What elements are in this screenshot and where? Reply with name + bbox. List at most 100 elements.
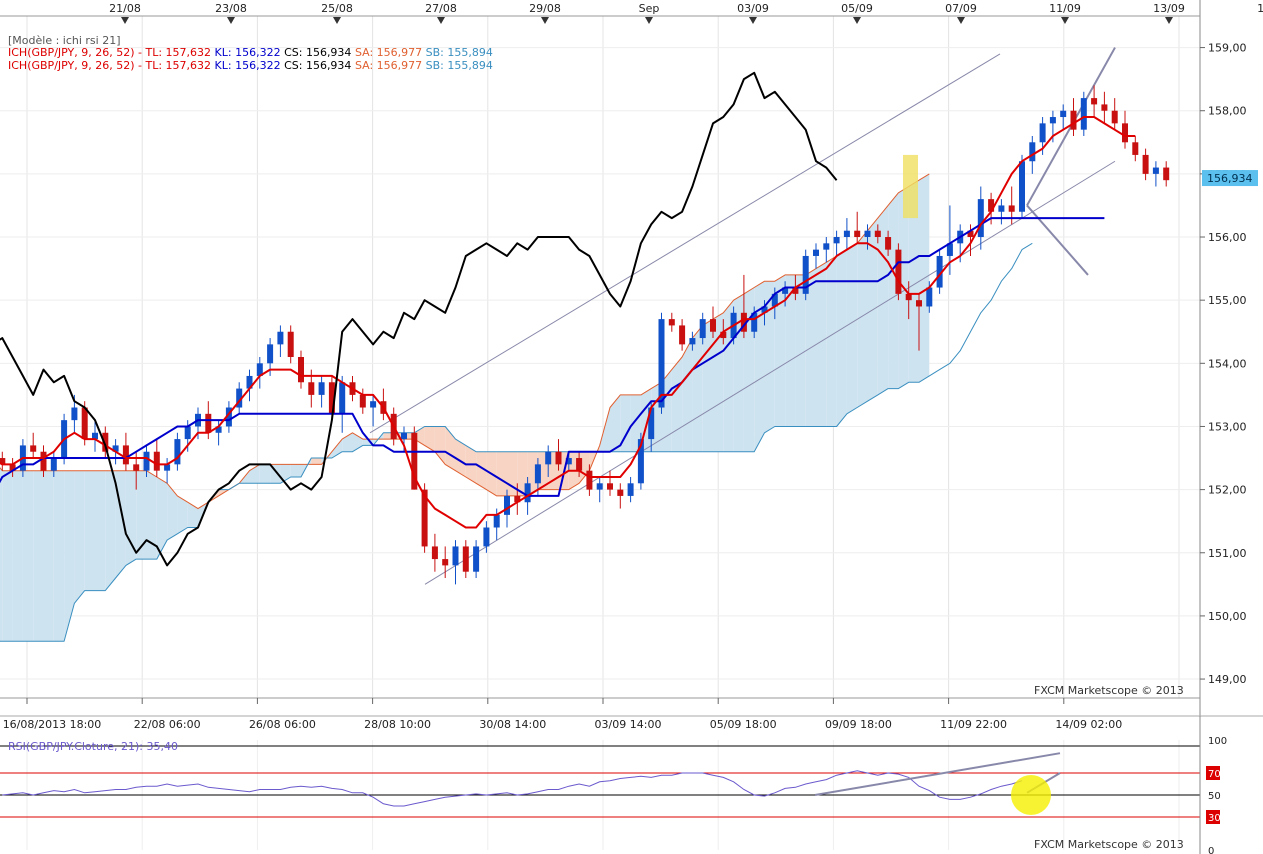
bearish-candle [9, 464, 16, 471]
bearish-candle [431, 546, 438, 560]
kumo-cloud-segment [713, 312, 724, 452]
kumo-cloud-segment [836, 249, 847, 427]
bullish-candle [1060, 110, 1067, 118]
bullish-candle [473, 546, 480, 572]
bullish-candle [936, 255, 943, 288]
bullish-candle [1080, 98, 1087, 130]
bullish-candle [648, 407, 655, 440]
bullish-candle [483, 527, 490, 547]
kumo-cloud-segment [64, 470, 75, 642]
bearish-candle [81, 407, 88, 440]
bottom-time-label: 16/08/2013 18:00 [3, 718, 102, 731]
rsi-panel-bg [0, 716, 1263, 854]
bullish-candle [277, 331, 284, 345]
top-date-marker [853, 17, 861, 24]
top-date-label: 23/08 [215, 2, 247, 15]
bullish-candle [184, 426, 191, 440]
rsi-axis-label: 70 [1208, 769, 1221, 780]
bearish-candle [1132, 142, 1139, 155]
kumo-cloud-segment [743, 287, 755, 452]
kijun-legend-value: KL: 156,322 [214, 46, 281, 59]
bullish-candle [534, 464, 541, 484]
price-axis-label: 151,00 [1208, 547, 1247, 560]
kumo-cloud-segment [610, 394, 621, 452]
top-date-label: 15/09 [1257, 2, 1263, 15]
kumo-cloud-segment [12, 470, 23, 642]
senkou-span-a-line [0, 173, 930, 510]
rsi-line [2, 770, 1023, 807]
bearish-candle [792, 287, 799, 294]
kumo-cloud-segment [702, 319, 713, 452]
chikou-span-line [0, 71, 838, 567]
bullish-candle [267, 344, 274, 364]
price-axis-label: 154,00 [1208, 357, 1247, 370]
projection-down-line [1026, 204, 1089, 276]
kumo-cloud-segment [2, 470, 13, 642]
senkou-span-b-line [0, 242, 1033, 642]
kumo-cloud-segment [301, 458, 312, 477]
top-date-label: 21/08 [109, 2, 141, 15]
tenkan-sen-line [0, 116, 1136, 529]
bearish-candle [607, 483, 613, 490]
kumo-cloud-segment [95, 470, 106, 591]
bullish-candle [596, 483, 603, 490]
bullish-candle [370, 401, 377, 408]
top-date-label: 25/08 [321, 2, 353, 15]
kumo-cloud-segment [146, 470, 157, 560]
top-date-marker [957, 17, 965, 24]
bearish-candle [122, 445, 129, 465]
kumo-cloud-segment [826, 255, 837, 427]
kumo-cloud-segment [682, 338, 693, 452]
bearish-candle [0, 458, 6, 465]
bottom-time-label: 14/09 02:00 [1055, 718, 1122, 731]
tenkan-legend-value: TL: 157,632 [145, 59, 212, 72]
bullish-candle [946, 243, 953, 256]
bearish-candle [617, 489, 624, 496]
kumo-cloud-segment [74, 470, 85, 604]
bullish-candle [751, 312, 758, 332]
bullish-candle [1019, 161, 1025, 212]
template-label: [Modèle : ichi rsi 21] [8, 34, 121, 47]
price-axis-label: 159,00 [1208, 42, 1247, 55]
kumo-cloud-segment [795, 274, 806, 427]
top-date-marker [1061, 17, 1069, 24]
watermark-rsi: FXCM Marketscope © 2013 [1034, 838, 1184, 851]
ichimoku-legend-prefix: ICH(GBP/JPY, 9, 26, 52) - [8, 46, 142, 59]
bearish-candle [328, 382, 335, 414]
bearish-candle [740, 312, 747, 332]
price-axis-label: 158,00 [1208, 105, 1247, 118]
current-price-label: 156,934 [1207, 172, 1253, 185]
current-price-tag [1202, 170, 1258, 187]
bullish-candle [143, 451, 150, 471]
price-axis-label: 150,00 [1208, 610, 1247, 623]
bearish-candle [576, 458, 583, 471]
bearish-candle [1101, 104, 1108, 111]
rsi-highlight-circle [1011, 775, 1051, 815]
bullish-candle [637, 439, 644, 484]
kumo-cloud-segment [290, 464, 301, 477]
kumo-cloud-segment [764, 281, 775, 433]
bottom-time-label: 28/08 10:00 [364, 718, 431, 731]
bearish-candle [1008, 205, 1015, 212]
bottom-time-label: 26/08 06:00 [249, 718, 316, 731]
channel-upper-line [369, 53, 1001, 434]
bullish-candle [658, 319, 665, 408]
bullish-candle [50, 458, 57, 471]
price-axis-label: 149,00 [1208, 673, 1247, 686]
rsi-axis-label: 100 [1208, 736, 1227, 747]
kumo-cloud-segment [424, 426, 435, 452]
rsi-level-badge [1206, 810, 1220, 824]
bearish-candle [205, 413, 212, 433]
kijun-legend-value: KL: 156,322 [214, 59, 281, 72]
bullish-candle [833, 237, 840, 244]
bottom-time-label: 05/09 18:00 [710, 718, 777, 731]
bottom-time-label: 03/09 14:00 [595, 718, 662, 731]
kumo-cloud-segment [496, 451, 507, 496]
top-date-marker [121, 17, 129, 24]
kumo-cloud-segment [476, 451, 487, 490]
kumo-cloud-segment [692, 325, 703, 452]
bearish-candle [298, 357, 304, 383]
kumo-cloud-segment [630, 394, 641, 452]
bearish-candle [668, 319, 675, 326]
